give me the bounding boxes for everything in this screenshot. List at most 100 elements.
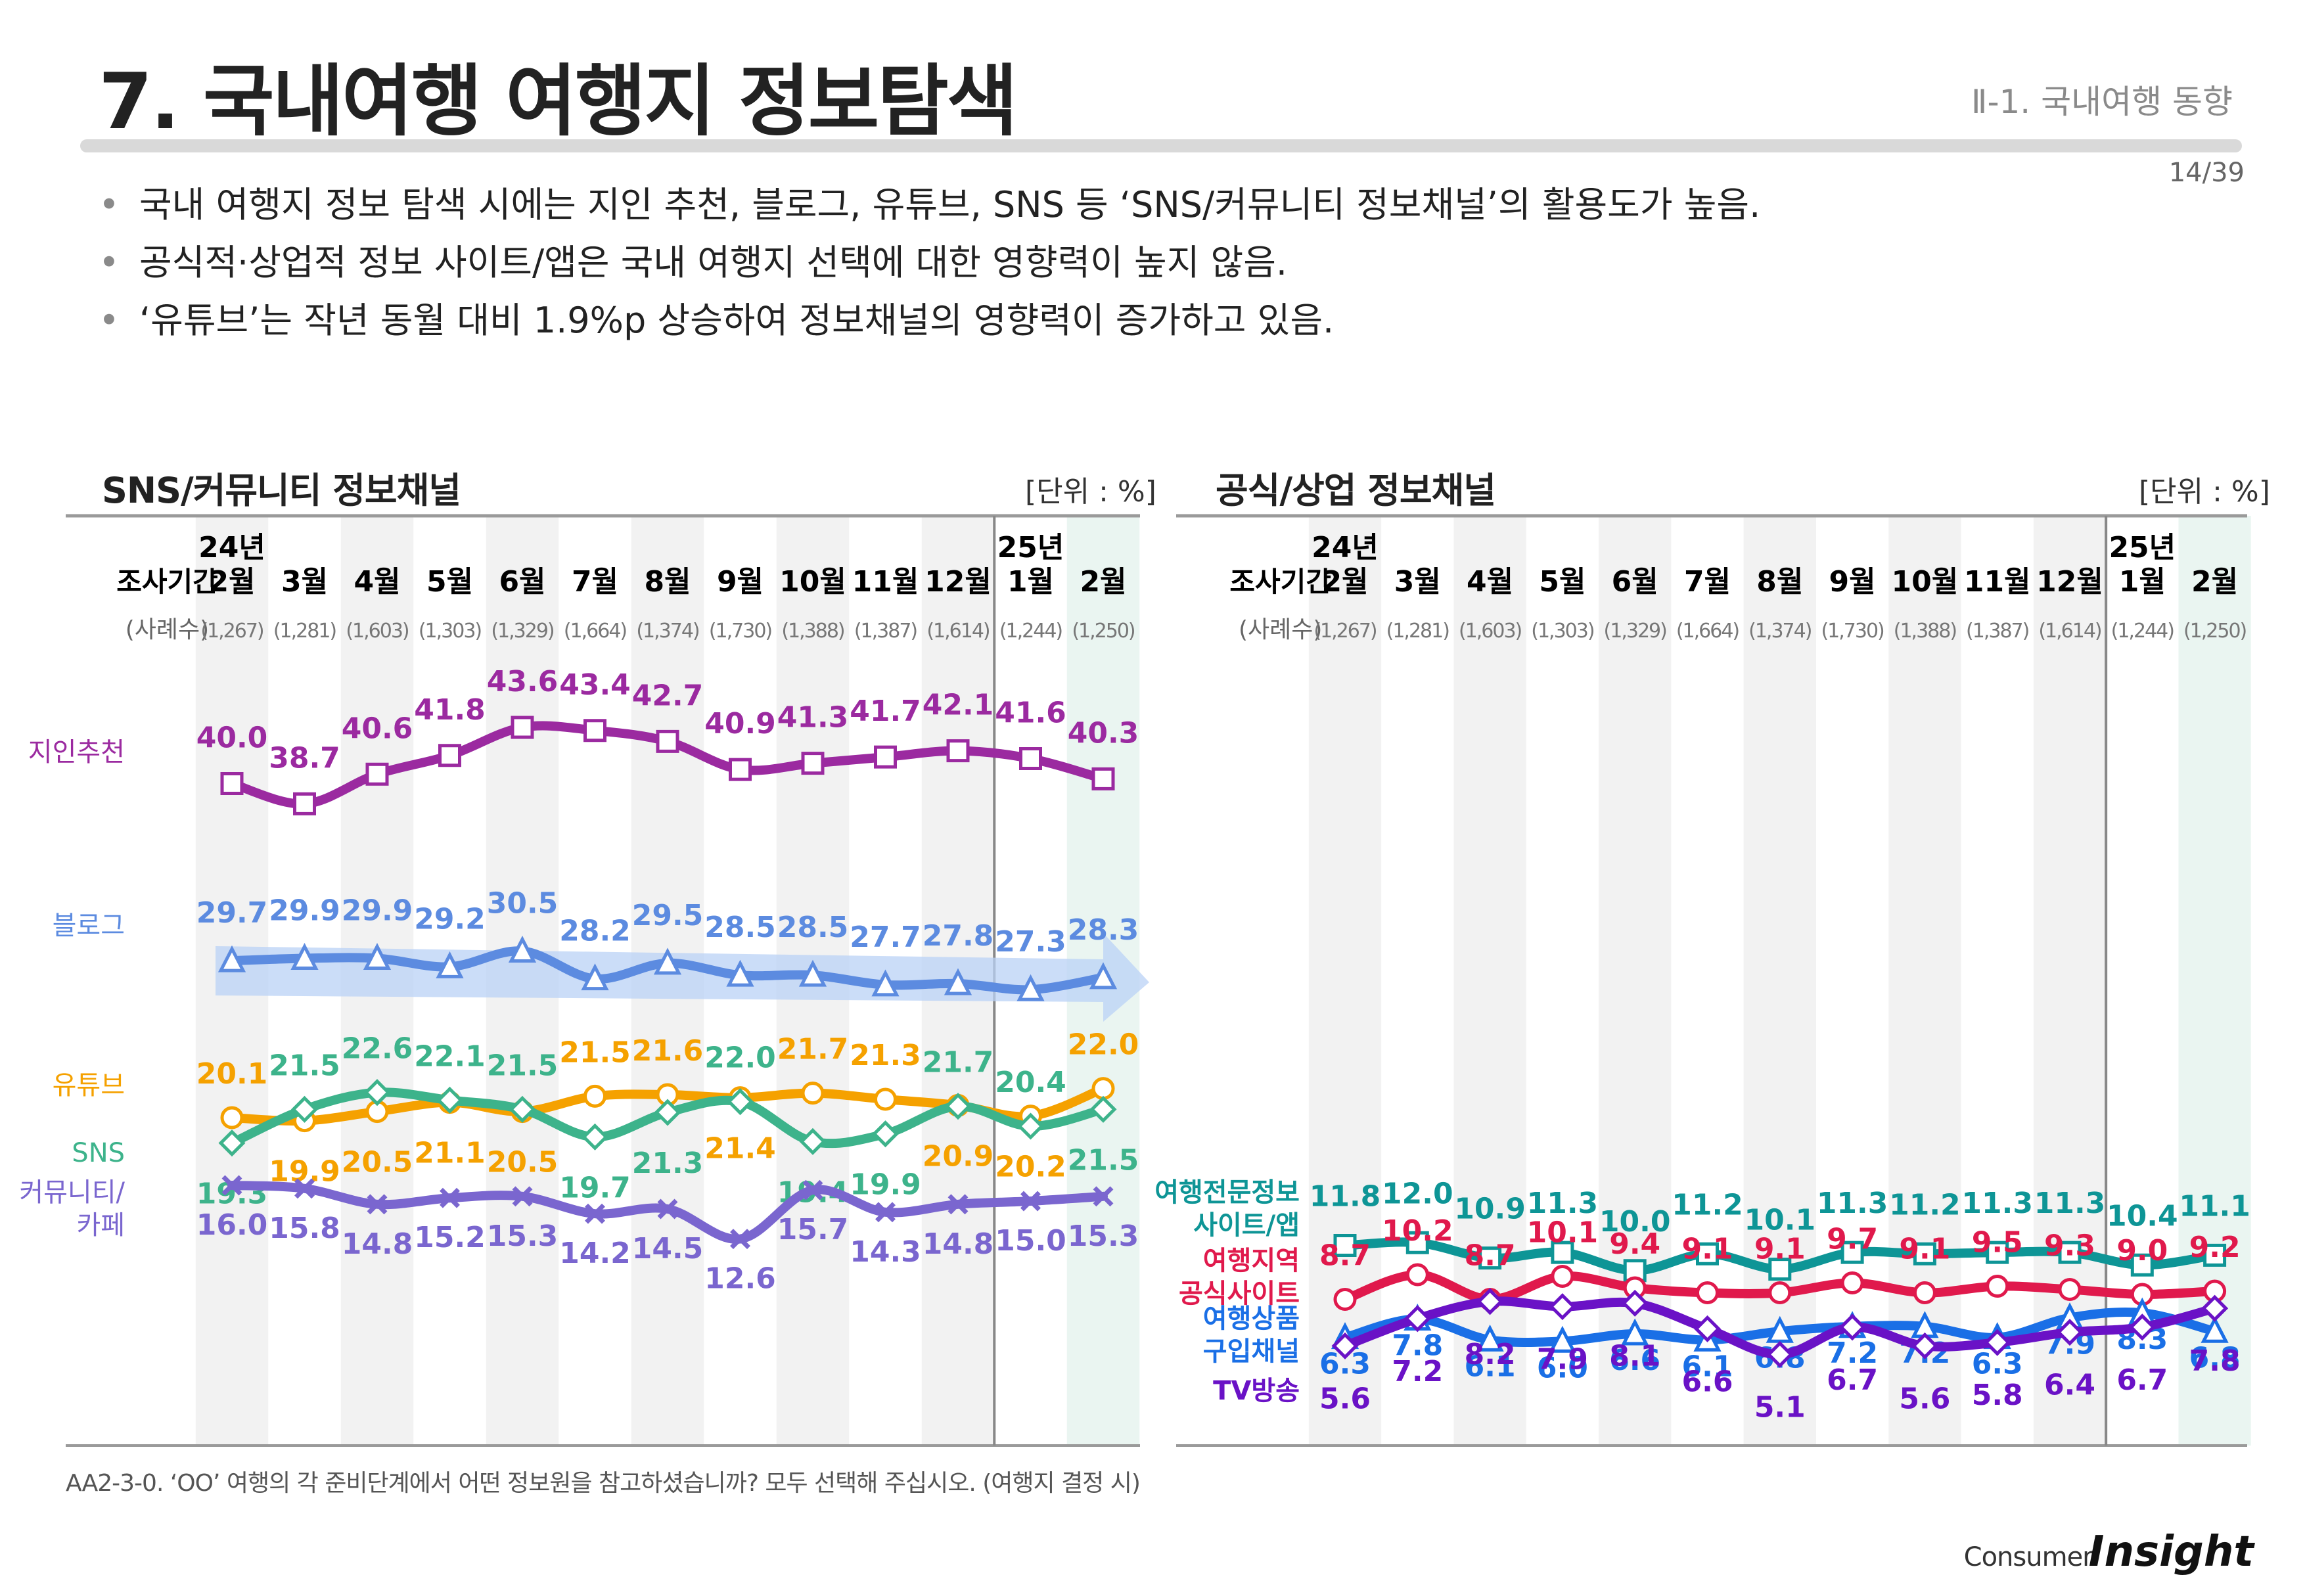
month-tick-label: 2월: [208, 565, 255, 599]
series-legend-label: SNS: [72, 1138, 125, 1168]
bullet-text: ‘유튜브’는 작년 동월 대비 1.9%p 상승하여 정보채널의 영향력이 증가…: [139, 300, 1335, 341]
data-label: 28.2: [559, 915, 631, 948]
series-legend-label: 여행지역: [1203, 1246, 1300, 1276]
data-label: 11.1: [2179, 1189, 2250, 1223]
data-label: 10.4: [2107, 1199, 2178, 1233]
data-label: 5.1: [1754, 1390, 1806, 1424]
data-label: 42.1: [923, 689, 994, 722]
data-point: [801, 1082, 825, 1105]
data-point: [874, 1087, 897, 1111]
data-label: 42.7: [632, 679, 704, 712]
data-label: 6.1: [1465, 1350, 1516, 1383]
consumer-insight-logo: ConsumerInsight: [1963, 1528, 2254, 1576]
data-label: 28.5: [704, 911, 776, 944]
sample-size-value: (1,664): [1676, 620, 1739, 643]
data-point: [436, 1086, 464, 1114]
data-label: 8.7: [1465, 1239, 1516, 1273]
bullet-item: • ‘유튜브’는 작년 동월 대비 1.9%p 상승하여 정보채널의 영향력이 증…: [99, 292, 1760, 350]
data-point: [874, 745, 897, 769]
data-point: [2056, 1319, 2084, 1346]
month-tick-label: 2월: [1080, 565, 1126, 599]
data-label: 22.1: [414, 1039, 486, 1073]
data-label: 41.8: [414, 693, 486, 727]
series-legend-label: 블로그: [53, 911, 125, 941]
data-point: [657, 1198, 678, 1220]
data-label: 22.0: [1068, 1028, 1139, 1062]
month-tick-label: 2월: [1321, 565, 1368, 599]
data-point: [1766, 1340, 1794, 1368]
data-label: 41.3: [777, 701, 849, 735]
sample-size-value: (1,664): [564, 620, 627, 643]
page-number: 14/39: [2168, 158, 2245, 188]
sample-size-value: (1,250): [1072, 620, 1135, 643]
data-point: [871, 1120, 900, 1148]
month-tick-label: 12월: [924, 565, 992, 599]
sample-size-value: (1,329): [1604, 620, 1667, 643]
left-chart-unit: [단위 : %]: [1025, 475, 1156, 509]
data-label: 9.5: [1972, 1226, 2023, 1260]
data-point: [367, 1194, 388, 1215]
data-point: [583, 719, 606, 742]
data-label: 8.7: [1319, 1239, 1371, 1273]
data-point: [294, 1178, 315, 1199]
data-point: [944, 968, 972, 995]
data-label: 9.1: [1682, 1233, 1733, 1266]
data-point: [801, 752, 825, 775]
data-point: [1549, 1293, 1576, 1321]
data-label: 9.1: [1754, 1233, 1806, 1266]
data-label: 6.4: [2044, 1369, 2095, 1402]
data-label: 14.2: [559, 1237, 631, 1270]
data-label: 29.7: [196, 896, 268, 930]
month-tick-label: 5월: [1539, 565, 1586, 599]
data-point: [1840, 1241, 1864, 1264]
month-tick-label: 8월: [1756, 565, 1803, 599]
data-label: 11.8: [1310, 1180, 1381, 1214]
data-point: [656, 729, 679, 753]
data-label: 41.7: [850, 695, 921, 728]
data-label: 10.0: [1599, 1205, 1671, 1239]
data-label: 28.3: [1068, 913, 1139, 947]
data-label: 9.2: [2189, 1231, 2241, 1264]
series-legend-label: 지인추천: [28, 737, 125, 767]
data-label: 14.5: [632, 1232, 704, 1265]
data-label: 15.0: [995, 1224, 1066, 1258]
sample-size-label: (사례수): [1239, 616, 1322, 643]
data-label: 19.9: [850, 1168, 921, 1202]
data-label: 29.9: [269, 894, 340, 928]
data-point: [1093, 1186, 1114, 1207]
data-label: 10.2: [1382, 1214, 1453, 1248]
data-point: [581, 963, 609, 991]
data-label: 10.1: [1527, 1216, 1599, 1250]
data-label: 15.2: [414, 1221, 486, 1254]
data-point: [1404, 1305, 1431, 1333]
series-legend-label: 여행상품: [1203, 1304, 1300, 1334]
sample-size-value: (1,267): [1313, 620, 1377, 643]
data-point: [508, 936, 537, 963]
data-label: 28.5: [777, 911, 849, 944]
data-label: 21.3: [850, 1039, 921, 1072]
data-point: [1696, 1281, 1719, 1304]
data-label: 6.8: [2189, 1341, 2241, 1375]
data-label: 27.3: [995, 925, 1066, 959]
sample-size-value: (1,388): [1894, 620, 1957, 643]
summary-bullets: • 국내 여행지 정보 탐색 시에는 지인 추천, 블로그, 유튜브, SNS 등…: [99, 176, 1760, 350]
data-label: 21.7: [923, 1046, 994, 1080]
sample-size-value: (1,374): [1748, 620, 1812, 643]
data-label: 5.6: [1319, 1382, 1371, 1415]
series-legend-label: 카페: [76, 1210, 125, 1241]
data-point: [1333, 1234, 1357, 1257]
month-tick-label: 9월: [1829, 565, 1876, 599]
series-legend-label: 커뮤니티/: [19, 1177, 125, 1208]
data-label: 21.5: [269, 1049, 340, 1082]
year-tick-label: 24년: [198, 531, 265, 564]
right-chart-unit: [단위 : %]: [2139, 475, 2270, 509]
data-point: [1551, 1241, 1574, 1264]
period-label: 조사기간: [1229, 566, 1331, 598]
data-label: 40.9: [704, 707, 776, 741]
data-point: [363, 1079, 391, 1106]
bullet-item: • 공식적·상업적 정보 사이트/앱은 국내 여행지 선택에 대한 영향력이 높지…: [99, 234, 1760, 292]
data-point: [290, 943, 319, 970]
data-point: [217, 945, 246, 972]
month-tick-label: 4월: [354, 565, 400, 599]
data-point: [1019, 747, 1042, 770]
